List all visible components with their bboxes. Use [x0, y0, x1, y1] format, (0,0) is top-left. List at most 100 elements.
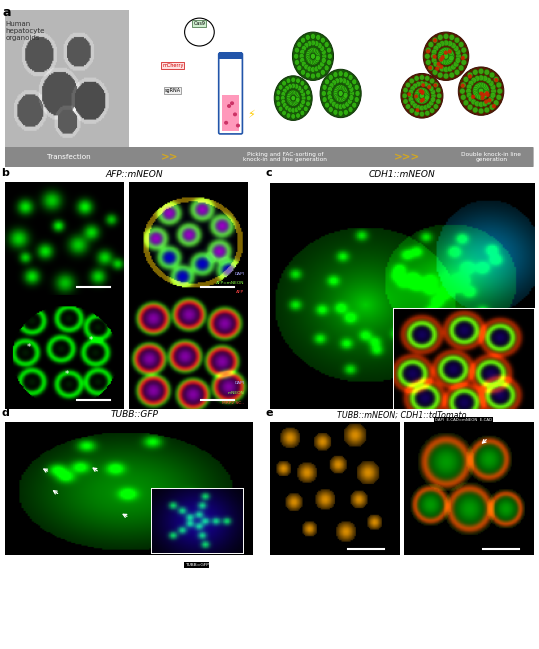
Circle shape — [307, 95, 311, 101]
Circle shape — [484, 69, 489, 75]
Circle shape — [285, 105, 289, 111]
Circle shape — [423, 32, 469, 80]
Circle shape — [310, 67, 315, 73]
Circle shape — [419, 93, 424, 99]
Circle shape — [427, 85, 431, 89]
Circle shape — [420, 91, 424, 95]
Circle shape — [338, 84, 343, 90]
Circle shape — [468, 74, 472, 79]
Circle shape — [432, 69, 438, 75]
Circle shape — [416, 88, 421, 94]
Text: >>>: >>> — [393, 152, 420, 162]
FancyBboxPatch shape — [3, 147, 534, 167]
Circle shape — [306, 55, 310, 61]
Circle shape — [280, 95, 285, 101]
Circle shape — [454, 69, 460, 75]
Circle shape — [401, 73, 443, 118]
Circle shape — [336, 85, 342, 91]
Circle shape — [347, 99, 353, 104]
Circle shape — [301, 95, 306, 101]
Circle shape — [416, 81, 421, 87]
Circle shape — [482, 75, 488, 81]
Circle shape — [428, 65, 434, 71]
Circle shape — [287, 92, 292, 97]
Circle shape — [306, 101, 310, 106]
Circle shape — [458, 67, 504, 116]
Circle shape — [438, 55, 444, 61]
Circle shape — [421, 88, 426, 93]
Circle shape — [447, 58, 452, 64]
Circle shape — [338, 97, 343, 103]
Circle shape — [451, 64, 456, 70]
Circle shape — [274, 76, 312, 121]
Circle shape — [409, 79, 414, 84]
Circle shape — [419, 89, 423, 93]
Circle shape — [352, 79, 357, 85]
Circle shape — [320, 45, 324, 51]
Circle shape — [349, 95, 354, 101]
Circle shape — [291, 83, 295, 88]
Circle shape — [493, 77, 499, 82]
Circle shape — [307, 41, 312, 47]
Circle shape — [282, 88, 287, 93]
Circle shape — [480, 82, 486, 88]
Circle shape — [335, 95, 340, 101]
Circle shape — [449, 72, 454, 78]
Circle shape — [354, 84, 359, 90]
Circle shape — [436, 64, 441, 70]
Text: Double knock-in line
generation: Double knock-in line generation — [461, 152, 521, 162]
Circle shape — [489, 104, 495, 110]
Circle shape — [486, 77, 491, 83]
Circle shape — [287, 99, 292, 104]
Circle shape — [423, 81, 428, 87]
Circle shape — [224, 121, 228, 125]
Text: d: d — [2, 408, 10, 418]
Circle shape — [328, 75, 333, 80]
Circle shape — [423, 88, 427, 94]
Circle shape — [421, 83, 425, 87]
Circle shape — [423, 97, 427, 103]
Circle shape — [334, 87, 339, 93]
Circle shape — [349, 91, 355, 96]
Circle shape — [440, 55, 445, 60]
Circle shape — [440, 58, 445, 64]
Circle shape — [474, 84, 479, 90]
Circle shape — [295, 93, 300, 99]
Circle shape — [433, 55, 437, 59]
Text: b: b — [2, 167, 10, 178]
Text: mNEON: mNEON — [227, 391, 244, 395]
Circle shape — [306, 57, 312, 63]
Circle shape — [480, 94, 486, 100]
Text: *: * — [27, 343, 31, 352]
Circle shape — [462, 53, 467, 59]
Circle shape — [483, 92, 488, 97]
Circle shape — [305, 72, 310, 78]
Circle shape — [278, 84, 283, 90]
Circle shape — [473, 86, 479, 92]
Circle shape — [286, 78, 291, 83]
Circle shape — [485, 91, 489, 95]
Circle shape — [423, 104, 428, 110]
Circle shape — [460, 94, 466, 100]
Circle shape — [315, 57, 320, 63]
Circle shape — [331, 80, 336, 86]
Circle shape — [340, 85, 345, 91]
Text: DAPI  E-CAD=mNEON  E-CAD: DAPI E-CAD=mNEON E-CAD — [435, 418, 492, 422]
Circle shape — [483, 86, 489, 92]
Circle shape — [488, 96, 494, 102]
Circle shape — [484, 107, 489, 113]
Circle shape — [336, 96, 342, 102]
Circle shape — [331, 101, 336, 107]
Circle shape — [316, 53, 321, 59]
Circle shape — [430, 79, 434, 84]
Circle shape — [329, 82, 334, 88]
Circle shape — [343, 92, 348, 98]
Circle shape — [348, 75, 353, 80]
Circle shape — [297, 105, 302, 111]
Text: DAPI: DAPI — [234, 381, 244, 385]
Circle shape — [408, 93, 413, 99]
Circle shape — [419, 88, 424, 93]
Circle shape — [461, 47, 467, 53]
Circle shape — [317, 64, 322, 70]
Circle shape — [334, 94, 339, 100]
